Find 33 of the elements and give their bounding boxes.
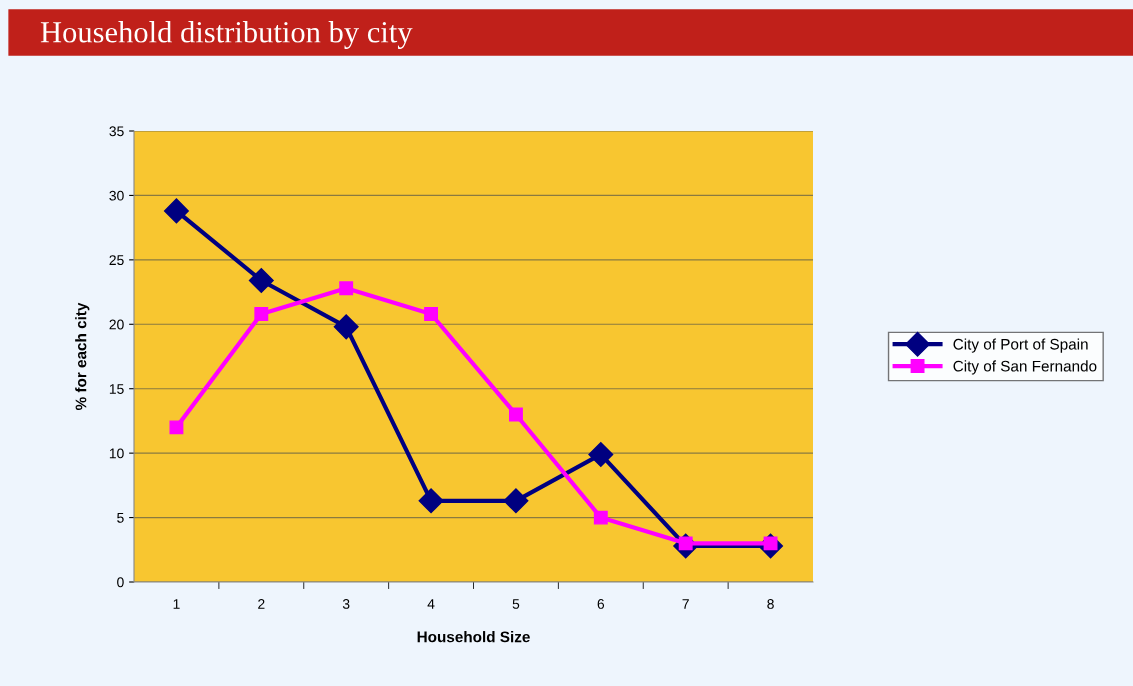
y-tick-label: 5 — [117, 513, 124, 523]
y-tick-label: 15 — [109, 384, 124, 394]
point — [248, 267, 274, 293]
point — [424, 307, 439, 321]
point — [593, 510, 608, 525]
x-tick-label: 8 — [767, 599, 774, 609]
chart-title: Household distribution by city — [40, 21, 413, 49]
point — [339, 281, 354, 296]
y-tick-label: 0 — [117, 577, 124, 588]
y-tick-label: 20 — [109, 319, 124, 330]
point — [163, 198, 189, 224]
y-tick-label: 30 — [109, 190, 124, 201]
point — [169, 420, 184, 435]
y-axis-title: % for each city — [75, 302, 90, 411]
y-tick-label: 25 — [109, 255, 124, 266]
x-tick-label: 7 — [682, 599, 689, 609]
x-tick-label: 2 — [258, 599, 265, 609]
legend-label: City of Port of Spain — [953, 338, 1088, 353]
point — [503, 488, 529, 514]
legend-label: City of San Fernando — [953, 360, 1097, 375]
x-tick-label: 6 — [597, 599, 605, 609]
point — [508, 407, 523, 422]
x-tick-label: 1 — [173, 599, 180, 609]
point — [418, 488, 444, 514]
x-tick-label: 5 — [512, 599, 520, 609]
y-tick-label: 10 — [109, 448, 124, 459]
point — [254, 307, 269, 321]
y-tick-label: 35 — [109, 126, 124, 137]
x-tick-label: 4 — [427, 599, 435, 609]
x-tick-label: 3 — [342, 599, 350, 609]
point — [588, 441, 614, 467]
point — [333, 314, 359, 340]
x-axis-title: Household Size — [417, 631, 530, 643]
